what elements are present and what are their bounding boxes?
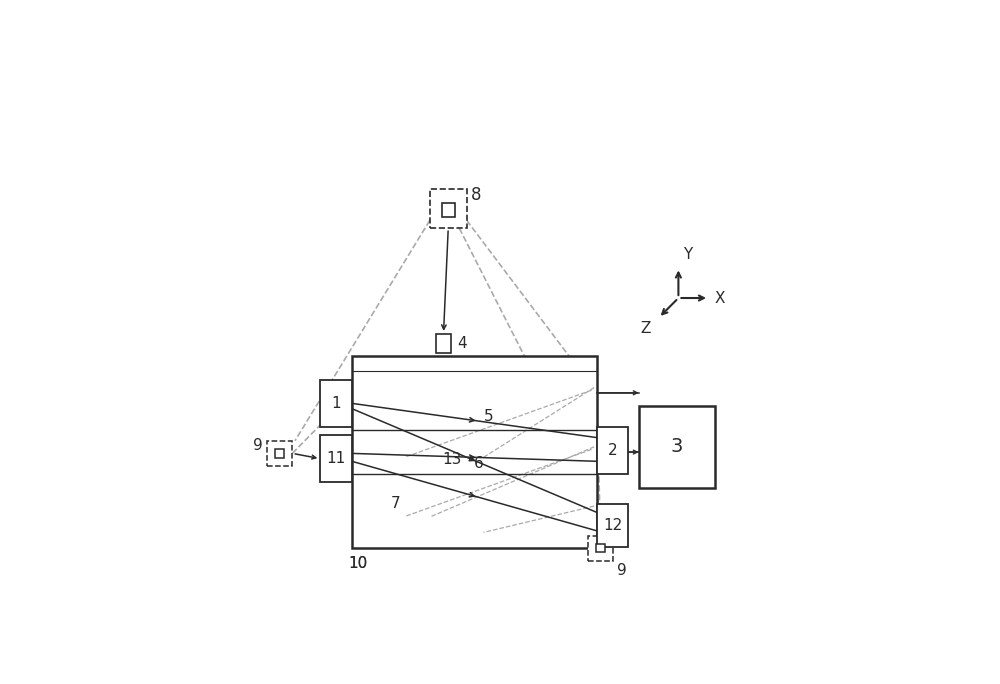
Text: X: X: [714, 291, 725, 306]
Text: 10: 10: [349, 556, 368, 571]
Text: 4: 4: [457, 337, 467, 352]
Text: 13: 13: [442, 452, 462, 467]
Bar: [588, 536, 613, 561]
Text: 12: 12: [603, 518, 622, 533]
Text: 7: 7: [391, 496, 400, 511]
Bar: [430, 189, 467, 228]
Text: Y: Y: [683, 247, 692, 262]
Bar: [597, 505, 628, 547]
Bar: [267, 440, 292, 466]
Bar: [320, 435, 352, 482]
Bar: [275, 449, 284, 458]
Bar: [436, 334, 451, 354]
Text: 3: 3: [671, 437, 683, 456]
Text: 11: 11: [326, 451, 346, 466]
Bar: [596, 544, 605, 553]
Text: 8: 8: [471, 186, 481, 204]
Text: 1: 1: [331, 396, 341, 411]
Text: 9: 9: [617, 564, 627, 579]
Text: 5: 5: [484, 409, 494, 424]
Bar: [639, 406, 715, 488]
Bar: [320, 380, 352, 427]
Text: 6: 6: [473, 456, 483, 471]
Text: 10: 10: [349, 556, 368, 571]
Text: Z: Z: [641, 321, 651, 336]
Bar: [442, 203, 455, 217]
Bar: [597, 427, 628, 475]
Text: 9: 9: [253, 438, 263, 453]
Text: 2: 2: [608, 443, 617, 458]
Bar: [352, 356, 597, 548]
